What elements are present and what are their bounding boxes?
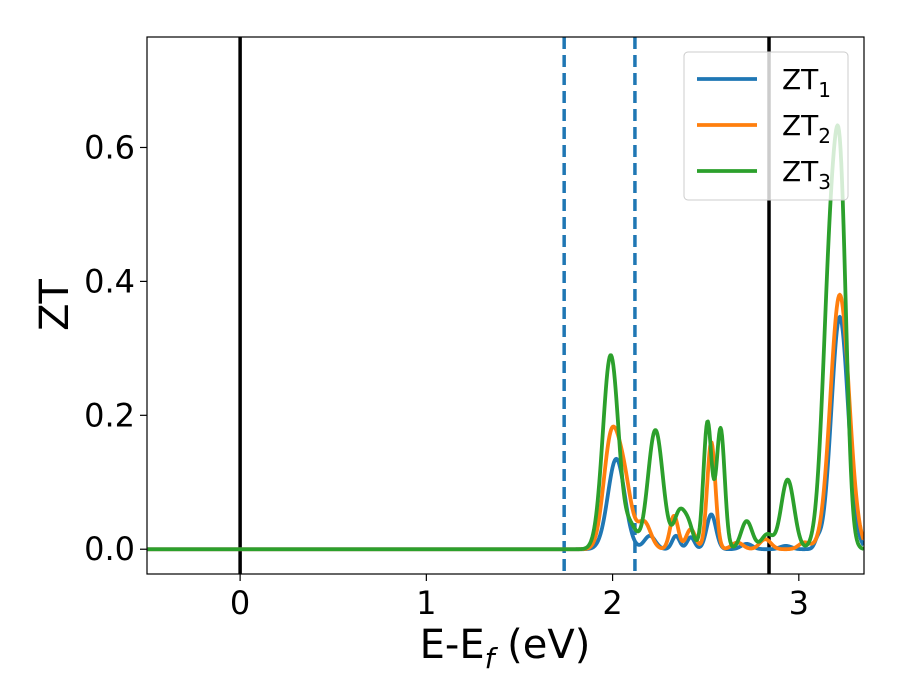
y-tick-label: 0.2 bbox=[84, 396, 135, 434]
x-tick-label: 0 bbox=[230, 584, 250, 622]
legend-box bbox=[683, 51, 849, 201]
y-axis-title: ZT bbox=[32, 279, 78, 331]
legend-label-zt2: ZT2 bbox=[782, 109, 831, 148]
x-axis: 0 1 2 3 bbox=[230, 574, 809, 622]
y-axis: 0.0 0.2 0.4 0.6 bbox=[84, 128, 147, 568]
y-tick-label: 0.6 bbox=[84, 128, 135, 166]
x-tick-label: 2 bbox=[602, 584, 622, 622]
x-axis-title: E-Ef (eV) bbox=[420, 622, 591, 675]
x-axis-title-main: E-E bbox=[420, 622, 485, 668]
y-tick-label: 0.4 bbox=[84, 262, 135, 300]
y-tick-label: 0.0 bbox=[84, 530, 135, 568]
x-tick-label: 1 bbox=[416, 584, 436, 622]
x-axis-title-unit: (eV) bbox=[494, 622, 590, 668]
series-lines bbox=[147, 123, 864, 552]
legend-label-zt1: ZT1 bbox=[782, 63, 831, 102]
legend: ZT1 ZT2 ZT3 bbox=[683, 51, 849, 201]
x-tick-label: 3 bbox=[789, 584, 809, 622]
legend-label-zt3: ZT3 bbox=[782, 155, 831, 194]
series-line-zt3 bbox=[147, 123, 864, 552]
plot-frame bbox=[146, 36, 865, 575]
